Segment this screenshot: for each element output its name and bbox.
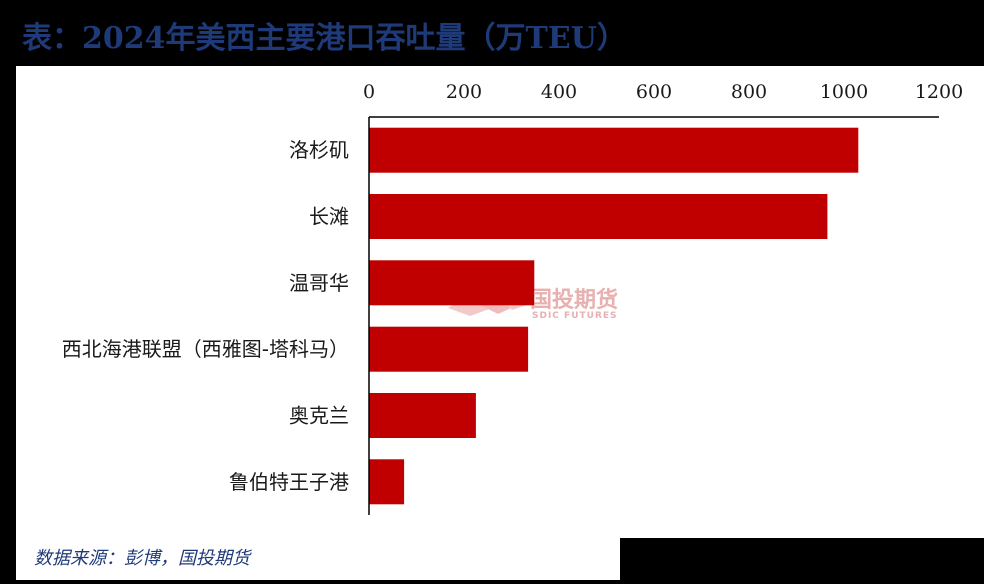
bar-2: [369, 194, 828, 239]
x-tick-label-2: 200: [446, 81, 482, 103]
bar-1: [369, 127, 859, 173]
bar-6: [369, 459, 405, 505]
x-tick-label-4: 600: [636, 81, 672, 103]
x-axis-tick-labels: 0 200 400 600 800 1000 1200: [363, 81, 963, 103]
bar-4: [369, 326, 529, 372]
watermark-subtext: SDIC FUTURES: [532, 311, 618, 321]
category-label-6: 鲁伯特王子港: [229, 470, 349, 494]
x-tick-label-6: 1000: [820, 81, 868, 103]
x-tick-label-1: 0: [363, 81, 375, 103]
source-note: 数据来源：彭博，国投期货: [34, 548, 250, 569]
category-label-1: 洛杉矶: [289, 138, 349, 162]
source-panel: [16, 538, 620, 580]
x-tick-label-5: 800: [731, 81, 767, 103]
category-label-3: 温哥华: [289, 271, 349, 295]
chart-title: 表：2024年美西主要港口吞吐量（万TEU）: [22, 21, 627, 56]
bar-5: [369, 393, 476, 438]
category-label-2: 长滩: [309, 205, 349, 229]
x-tick-label-7: 1200: [915, 81, 963, 103]
x-tick-label-3: 400: [541, 81, 577, 103]
category-label-4: 西北海港联盟（西雅图-塔科马）: [62, 337, 349, 361]
category-label-5: 奥克兰: [289, 404, 349, 428]
bar-series: [369, 127, 859, 505]
watermark-text: 国投期货: [530, 287, 618, 313]
bar-3: [369, 260, 535, 306]
